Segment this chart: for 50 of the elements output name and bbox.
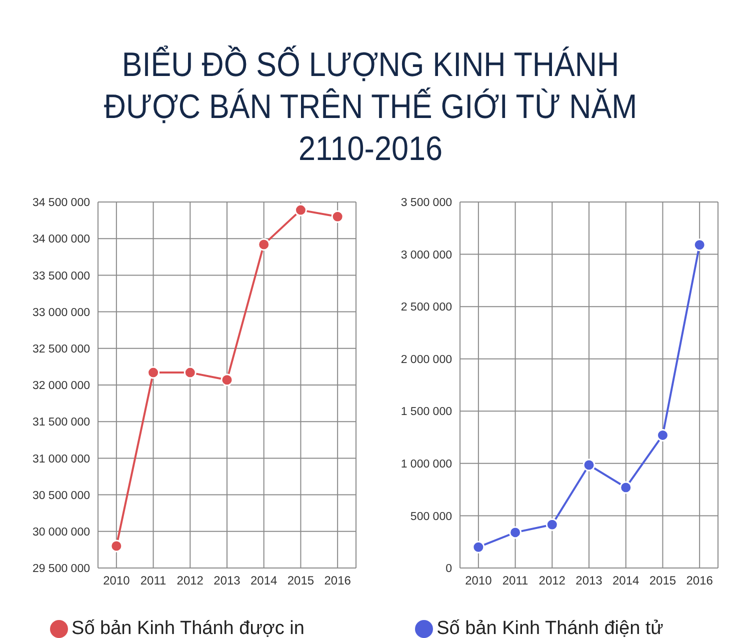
- point: [220, 374, 234, 386]
- x-tick-label: 2011: [502, 574, 529, 588]
- x-tick-label: 2011: [140, 574, 167, 588]
- x-tick-label: 2013: [576, 574, 603, 588]
- x-tick-label: 2012: [538, 574, 566, 588]
- y-tick-label: 0: [446, 563, 452, 576]
- x-tick-label: 2010: [103, 574, 130, 588]
- x-tick-label: 2015: [649, 574, 676, 588]
- y-tick-label: 34 000 000: [32, 234, 90, 246]
- y-tick-label: 1 000 000: [400, 458, 452, 471]
- point: [620, 481, 632, 494]
- point: [258, 238, 270, 251]
- point: [693, 238, 706, 252]
- point: [110, 540, 123, 552]
- point: [184, 366, 196, 379]
- x-tick-label: 2015: [287, 574, 314, 588]
- x-tick-label: 2012: [176, 574, 204, 588]
- point: [472, 540, 485, 554]
- x-tick-label: 2010: [465, 574, 492, 588]
- point: [546, 518, 558, 531]
- y-tick-label: 1 500 000: [400, 406, 452, 418]
- point: [294, 204, 307, 216]
- point: [656, 428, 669, 442]
- y-tick-label: 30 500 000: [32, 490, 90, 502]
- point: [509, 526, 522, 539]
- x-tick-label: 2016: [324, 574, 352, 588]
- x-tick-label: 2014: [612, 574, 640, 588]
- y-tick-label: 2 500 000: [400, 302, 452, 314]
- y-tick-label: 30 000 000: [32, 526, 90, 538]
- y-tick-label: 32 000 000: [32, 380, 90, 392]
- x-tick-label: 2013: [214, 574, 241, 588]
- y-tick-label: 3 500 000: [400, 197, 452, 210]
- y-tick-label: 3 000 000: [400, 249, 452, 262]
- x-tick-label: 2016: [686, 574, 714, 588]
- y-tick-label: 500 000: [410, 510, 452, 523]
- point: [582, 458, 596, 472]
- legend-label: Số bản Kinh Thánh điện tử: [436, 618, 664, 638]
- y-tick-label: 33 000 000: [32, 306, 90, 319]
- y-tick-label: 29 500 000: [32, 563, 90, 576]
- point: [331, 210, 344, 223]
- chart-title: BIỂU ĐỒ SỐ LƯỢNG KINH THÁNH ĐƯỢC BÁN TRÊN THẾ GIỚI TỪ NĂM 2110-2016: [102, 44, 638, 170]
- y-tick-label: 32 500 000: [32, 343, 90, 356]
- y-tick-label: 31 000 000: [32, 453, 90, 466]
- x-tick-label: 2014: [250, 574, 278, 588]
- y-tick-label: 33 500 000: [32, 270, 90, 282]
- y-tick-label: 31 500 000: [32, 416, 90, 429]
- y-tick-label: 34 500 000: [32, 197, 90, 210]
- point: [147, 366, 160, 379]
- y-tick-label: 2 000 000: [400, 354, 452, 366]
- legend-label: Số bản Kinh Thánh được in: [72, 618, 304, 638]
